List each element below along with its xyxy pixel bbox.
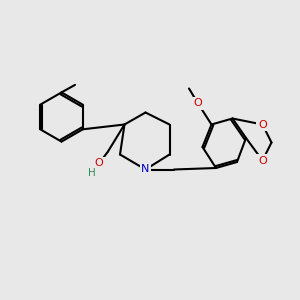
Text: N: N (141, 164, 150, 175)
Text: O: O (94, 158, 103, 169)
Text: H: H (88, 167, 95, 178)
Text: O: O (194, 98, 202, 109)
Text: O: O (258, 155, 267, 166)
Text: O: O (258, 119, 267, 130)
